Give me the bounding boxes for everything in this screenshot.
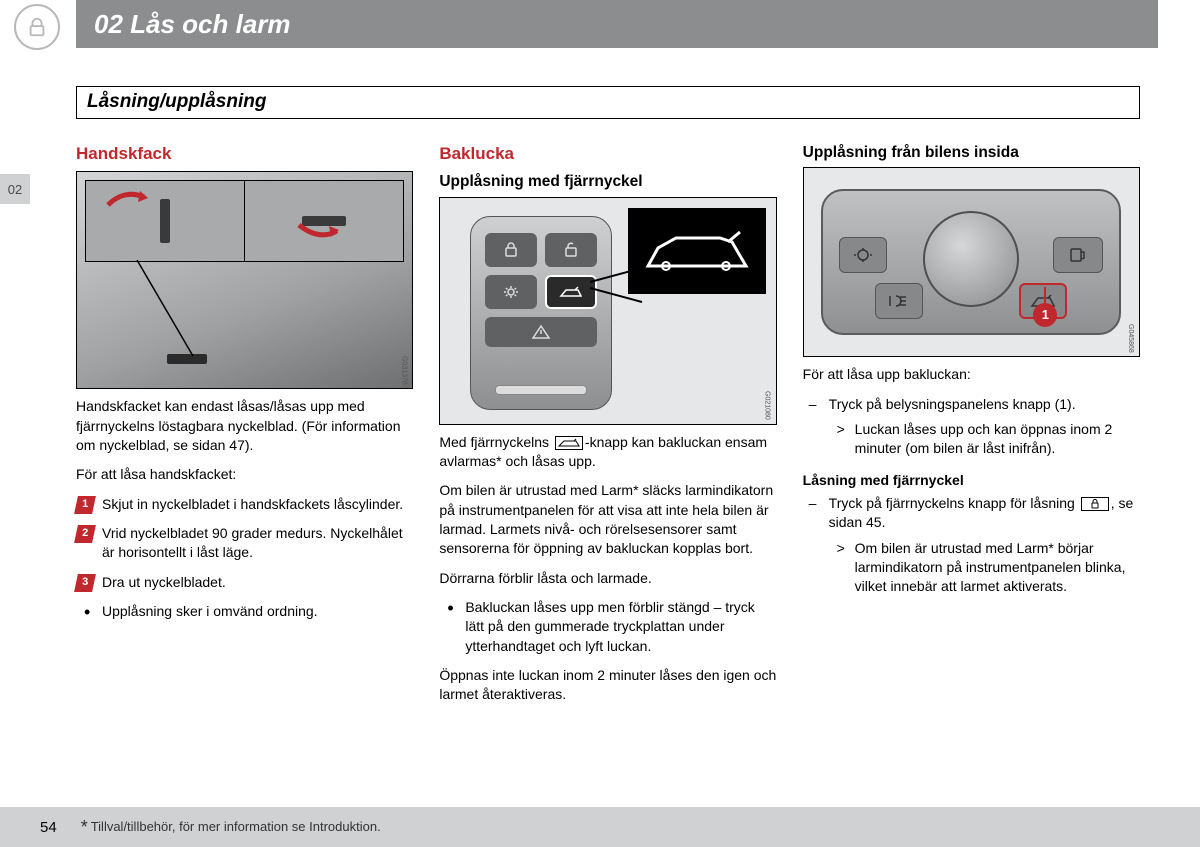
col2-sub1: Upplåsning med fjärrnyckel: [439, 171, 776, 192]
list-item: 3Dra ut nyckelbladet.: [76, 573, 413, 592]
panel-button-foglight: [875, 283, 923, 319]
step-badge-3: 3: [74, 574, 96, 592]
headlight-dial: [923, 211, 1019, 307]
page-footer: 54 *Tillval/tillbehör, för mer informati…: [0, 807, 1200, 847]
section-title: Låsning/upplåsning: [87, 91, 1129, 113]
image-code-1: G031378: [399, 356, 409, 385]
control-panel: 1: [821, 189, 1121, 335]
list-item: Bakluckan låses upp men förblir stängd –…: [439, 598, 776, 656]
col3-sub1: Upplåsning från bilens insida: [803, 142, 1140, 163]
list-item: Upplåsning sker i omvänd ordning.: [76, 602, 413, 621]
col2-heading: Baklucka: [439, 142, 776, 165]
col3-dashlist-2: Tryck på fjärrnyckelns knapp för låsning…: [803, 494, 1140, 597]
key-fob: [470, 216, 612, 410]
section-subheader: Låsning/upplåsning: [76, 86, 1140, 119]
fob-panic-icon: [485, 317, 597, 347]
col2-p1: Med fjärrnyckelns -knapp kan bakluckan e…: [439, 433, 776, 472]
inset-key-horizontal: [244, 180, 404, 262]
inset-key-vertical: [85, 180, 244, 262]
col3-sub2: Låsning med fjärrnyckel: [803, 471, 1140, 490]
footnote-text: Tillval/tillbehör, för mer information s…: [91, 819, 381, 834]
page-number: 54: [40, 819, 57, 836]
list-item: 2Vrid nyckelbladet 90 grader medurs. Nyc…: [76, 524, 413, 563]
panel-button-a: [839, 237, 887, 273]
light-panel-illustration: 1 G045868: [803, 167, 1140, 357]
lock-inline-icon: [1081, 497, 1109, 511]
column-2: Baklucka Upplåsning med fjärrnyckel: [439, 142, 776, 787]
list-item: 1Skjut in nyckelbladet i handskfackets l…: [76, 495, 413, 514]
col2-p3: Dörrarna förblir låsta och larmade.: [439, 569, 776, 588]
image-code-2: G021080: [762, 391, 772, 420]
chapter-tab: 02: [0, 174, 30, 204]
col1-p1: Handskfacket kan endast låsas/låsas upp …: [76, 397, 413, 455]
chapter-header: 02 Lås och larm: [76, 0, 1158, 48]
lock-icon: [26, 16, 48, 38]
fob-light-icon: [485, 275, 537, 309]
step-badge-1: 1: [74, 496, 96, 514]
image-code-3: G045868: [1125, 324, 1135, 353]
col2-bullets: Bakluckan låses upp men förblir stängd –…: [439, 598, 776, 656]
list-item: Om bilen är utrustad med Larm* börjar la…: [829, 539, 1140, 597]
trunk-inline-icon: [555, 436, 583, 450]
column-3: Upplåsning från bilens insida 1 G045868 …: [803, 142, 1140, 787]
list-item: Luckan låses upp och kan öppnas inom 2 m…: [829, 420, 1140, 459]
footnote-star: *: [81, 817, 88, 837]
list-item: Tryck på fjärrnyckelns knapp för låsning…: [803, 494, 1140, 597]
fob-lock-icon: [485, 233, 537, 267]
chapter-title: 02 Lås och larm: [94, 9, 291, 40]
col3-dashlist-1: Tryck på belysningspanelens knapp (1). L…: [803, 395, 1140, 459]
column-1: Handskfack G031378 Handskfacket: [76, 142, 413, 787]
callout-marker-1: 1: [1033, 303, 1057, 327]
list-item: Tryck på belysningspanelens knapp (1). L…: [803, 395, 1140, 459]
col2-p4: Öppnas inte luckan inom 2 minuter låses …: [439, 666, 776, 705]
col1-heading: Handskfack: [76, 142, 413, 165]
col2-p2: Om bilen är utrustad med Larm* släcks la…: [439, 481, 776, 558]
panel-button-fuel: [1053, 237, 1103, 273]
remote-key-illustration: G021080: [439, 197, 776, 425]
fob-unlock-icon: [545, 233, 597, 267]
content-columns: Handskfack G031378 Handskfacket: [76, 142, 1140, 787]
lock-icon-circle: [14, 4, 60, 50]
glovebox-illustration: G031378: [76, 171, 413, 389]
col1-steps: 1Skjut in nyckelbladet i handskfackets l…: [76, 495, 413, 592]
col1-p2: För att låsa handskfacket:: [76, 465, 413, 484]
step-badge-2: 2: [74, 525, 96, 543]
col3-p1: För att låsa upp bakluckan:: [803, 365, 1140, 384]
col1-bullets: Upplåsning sker i omvänd ordning.: [76, 602, 413, 621]
